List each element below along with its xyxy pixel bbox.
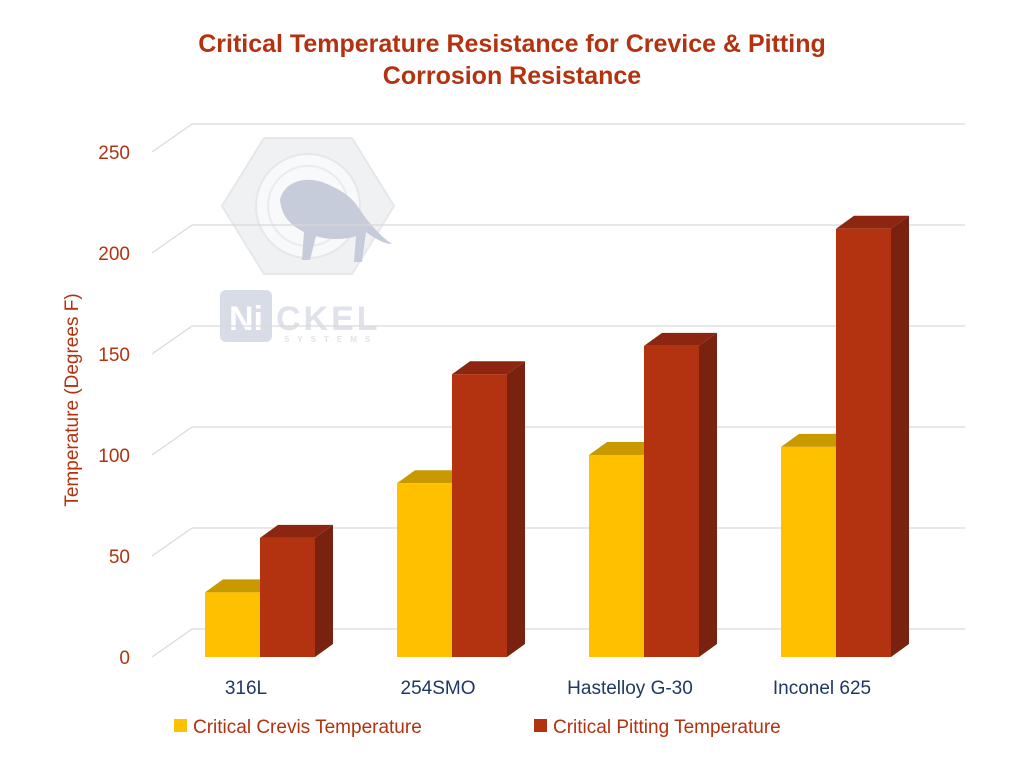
gridline-side <box>151 426 193 456</box>
legend-swatch-pitting <box>534 719 547 732</box>
bar-crevis-front <box>589 455 644 657</box>
bar-crevis-top <box>781 433 854 447</box>
y-axis: 0 50 100 150 200 250 <box>98 143 130 669</box>
logo-subtext: SYSTEMS <box>284 335 378 344</box>
bar-pitting <box>452 361 525 657</box>
bars <box>205 215 909 657</box>
gridline-side <box>151 224 193 254</box>
bar-pitting <box>836 215 909 657</box>
bar-pitting-top <box>452 361 525 375</box>
bar-pitting-side <box>315 524 333 657</box>
bar-crevis-top <box>397 470 470 484</box>
chart-title-line-2: Corrosion Resistance <box>383 62 642 90</box>
y-tick-label: 100 <box>98 446 130 467</box>
legend-label-crevis: Critical Crevis Temperature <box>193 717 422 738</box>
bar-pitting-top <box>260 524 333 538</box>
bar-crevis-top <box>589 442 662 455</box>
x-tick-label: 316L <box>225 678 267 699</box>
nickel-systems-logo: Ni CKEL SYSTEMS <box>220 137 396 344</box>
x-tick-label: 254SMO <box>401 678 476 699</box>
logo-ni-text: Ni <box>229 300 263 338</box>
y-tick-label: 150 <box>98 345 130 366</box>
y-tick-label: 0 <box>119 648 130 669</box>
logo-ckel-text: CKEL <box>276 300 381 338</box>
legend-label-pitting: Critical Pitting Temperature <box>553 717 781 738</box>
x-tick-label: Hastelloy G-30 <box>567 678 693 699</box>
bar-pitting-front <box>836 228 891 657</box>
bar-pitting <box>644 332 717 657</box>
bar-pitting-top <box>644 332 717 346</box>
x-tick-label: Inconel 625 <box>773 678 871 699</box>
gridline-side <box>151 628 193 658</box>
bar-pitting-side <box>699 332 717 657</box>
logo-ni-badge <box>220 290 272 342</box>
y-tick-label: 250 <box>98 143 130 164</box>
bar-crevis-front <box>397 483 452 657</box>
bar-pitting <box>260 524 333 657</box>
gridline-side <box>151 527 193 557</box>
gridline-side <box>151 123 193 153</box>
bar-pitting-side <box>891 215 909 657</box>
x-axis: 316L 254SMO Hastelloy G-30 Inconel 625 <box>225 678 871 699</box>
bar-crevis-front <box>781 446 836 657</box>
bar-crevis-front <box>205 592 260 657</box>
bar-pitting-front <box>452 374 507 657</box>
y-tick-label: 200 <box>98 244 130 265</box>
bar-pitting-front <box>260 537 315 657</box>
bar-pitting-top <box>836 215 909 229</box>
chart-title-line-1: Critical Temperature Resistance for Crev… <box>198 30 826 58</box>
legend: Critical Crevis Temperature Critical Pit… <box>174 717 781 738</box>
bar-pitting-side <box>507 361 525 657</box>
y-axis-title: Temperature (Degrees F) <box>62 293 83 506</box>
gridline-side <box>151 325 193 355</box>
legend-swatch-crevis <box>174 719 187 732</box>
bar-pitting-front <box>644 345 699 657</box>
bison-icon <box>280 179 392 262</box>
bar-crevis-top <box>205 579 278 593</box>
y-tick-label: 50 <box>109 547 130 568</box>
